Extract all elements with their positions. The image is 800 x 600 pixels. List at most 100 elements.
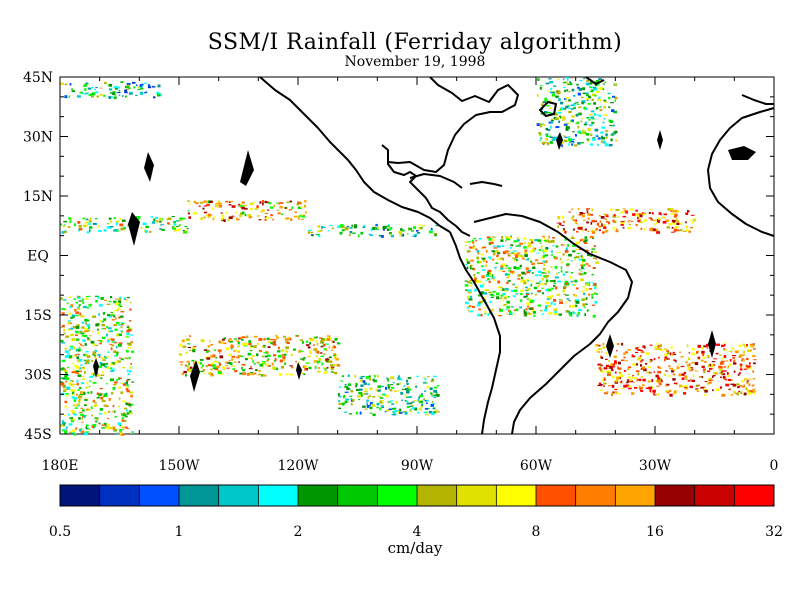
rain-pixel: [745, 387, 748, 391]
rain-pixel: [111, 313, 114, 315]
rain-pixel: [420, 405, 423, 408]
rain-pixel: [695, 385, 699, 387]
rain-pixel: [578, 106, 582, 108]
rain-pixel: [631, 220, 634, 222]
rain-pixel: [93, 354, 97, 357]
rain-pixel: [676, 220, 679, 223]
rain-pixel: [497, 252, 501, 255]
rain-pixel: [360, 376, 362, 379]
rain-pixel: [596, 222, 600, 226]
rain-pixel: [648, 373, 650, 375]
rain-pixel: [675, 218, 678, 221]
rain-pixel: [120, 330, 123, 332]
rain-pixel: [131, 350, 135, 353]
rain-pixel: [478, 280, 483, 283]
rain-pixel: [85, 386, 89, 389]
rain-pixel: [556, 92, 561, 94]
rain-pixel: [657, 382, 661, 384]
rain-pixel: [581, 229, 585, 232]
rain-pixel: [522, 257, 525, 260]
rain-pixel: [226, 211, 228, 214]
rain-pixel: [159, 220, 162, 223]
rain-pixel: [603, 385, 605, 387]
rain-pixel: [583, 106, 587, 110]
rain-pixel: [606, 391, 609, 394]
rain-pixel: [590, 116, 595, 119]
rain-pixel: [61, 342, 66, 344]
rain-pixel: [615, 139, 618, 142]
rain-pixel: [572, 103, 576, 107]
rain-pixel: [367, 396, 370, 399]
rain-pixel: [115, 317, 117, 320]
rain-pixel: [377, 385, 382, 388]
rain-pixel: [721, 357, 724, 360]
rain-pixel: [61, 420, 64, 423]
rain-pixel: [206, 357, 211, 360]
rain-pixel: [145, 91, 148, 93]
rain-pixel: [746, 381, 749, 384]
rain-pixel: [753, 362, 756, 365]
rain-pixel: [270, 214, 273, 217]
rain-pixel: [354, 224, 358, 227]
gap-10: [93, 358, 99, 378]
rain-pixel: [218, 200, 220, 203]
rain-pixel: [558, 98, 561, 101]
rain-pixel: [71, 396, 75, 399]
rain-pixel: [569, 314, 573, 317]
rain-pixel: [200, 367, 203, 369]
rain-pixel: [95, 420, 98, 423]
rain-pixel: [188, 203, 192, 205]
rain-pixel: [91, 425, 95, 428]
rain-pixel: [361, 375, 365, 378]
rain-pixel: [590, 133, 593, 137]
rain-pixel: [362, 405, 366, 408]
rain-pixel: [585, 82, 590, 86]
rain-pixel: [520, 255, 524, 258]
rain-pixel: [495, 250, 499, 253]
rain-pixel: [65, 377, 70, 380]
rain-pixel: [565, 105, 569, 109]
rain-pixel: [601, 135, 604, 138]
rain-pixel: [386, 377, 389, 379]
rain-pixel: [263, 352, 268, 354]
rain-pixel: [648, 217, 652, 219]
rain-pixel: [65, 426, 68, 429]
rain-pixel: [586, 138, 590, 141]
rain-pixel: [594, 251, 597, 253]
rain-pixel: [563, 98, 567, 100]
rain-pixel: [492, 236, 496, 238]
rain-pixel: [321, 339, 325, 342]
rain-pixel: [299, 358, 304, 360]
rain-pixel: [124, 335, 127, 338]
rain-pixel: [189, 335, 191, 337]
rain-pixel: [238, 361, 240, 363]
rain-pixel: [599, 368, 603, 372]
rain-pixel: [668, 389, 672, 392]
rain-pixel: [65, 389, 67, 392]
rain-pixel: [318, 358, 322, 361]
rain-pixel: [525, 286, 528, 289]
rain-pixel: [543, 260, 548, 264]
rain-pixel: [407, 229, 410, 231]
rain-pixel: [236, 218, 240, 221]
rain-pixel: [468, 305, 472, 308]
rain-pixel: [209, 373, 213, 375]
rain-pixel: [651, 379, 654, 383]
rain-pixel: [117, 360, 121, 363]
rain-pixel: [527, 244, 532, 248]
rain-pixel: [87, 355, 91, 358]
rain-pixel: [700, 359, 704, 362]
rain-pixel: [67, 353, 70, 355]
rain-pixel: [60, 82, 64, 85]
rain-pixel: [643, 368, 647, 372]
rain-pixel: [433, 233, 438, 235]
rain-pixel: [537, 239, 542, 242]
rain-pixel: [209, 372, 212, 376]
rain-pixel: [638, 385, 641, 387]
rain-pixel: [116, 321, 120, 325]
rain-pixel: [649, 227, 654, 230]
rain-pixel: [738, 355, 742, 358]
rain-pixel: [433, 396, 437, 398]
rain-pixel: [341, 375, 344, 378]
rain-pixel: [279, 359, 283, 363]
